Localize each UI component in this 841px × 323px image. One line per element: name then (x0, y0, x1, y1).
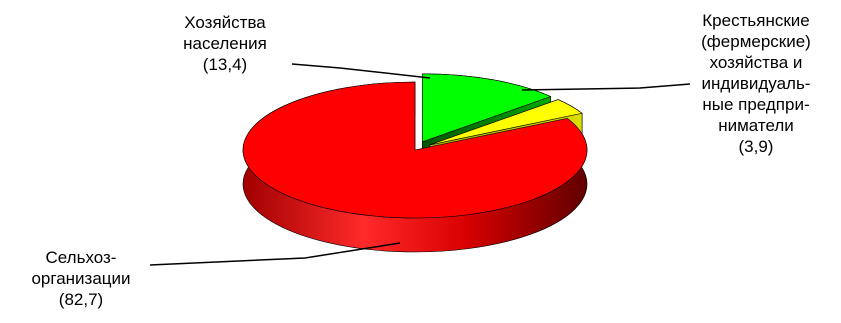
slice-farms (429, 99, 583, 146)
slice-label-agri-organizations: Сельхоз- организации (82,7) (6, 247, 156, 310)
label-line: Крестьянские (702, 11, 810, 30)
label-line: (3,9) (738, 137, 774, 156)
leader-line-households (291, 63, 431, 79)
label-line: (13,4) (202, 55, 248, 74)
label-line: ниматели (718, 116, 794, 135)
label-line: ные предпри- (702, 95, 810, 114)
label-line: (фермерские) (701, 32, 811, 51)
label-line: хозяйства и (709, 53, 803, 72)
leader-line-farms (521, 83, 691, 91)
label-line: Хозяйства (184, 13, 266, 32)
label-line: Сельхоз- (45, 248, 117, 267)
label-line: организации (31, 269, 131, 288)
slice-label-farms: Крестьянские (фермерские) хозяйства и ин… (676, 10, 836, 157)
slice-households (422, 73, 552, 143)
label-line: населения (183, 34, 267, 53)
slice-label-households: Хозяйства населения (13,4) (160, 12, 290, 75)
label-line: (82,7) (58, 290, 104, 309)
slice-agri-organizations (242, 81, 588, 219)
label-line: индивидуаль- (701, 74, 811, 93)
leader-line-agri-organizations (149, 242, 401, 266)
